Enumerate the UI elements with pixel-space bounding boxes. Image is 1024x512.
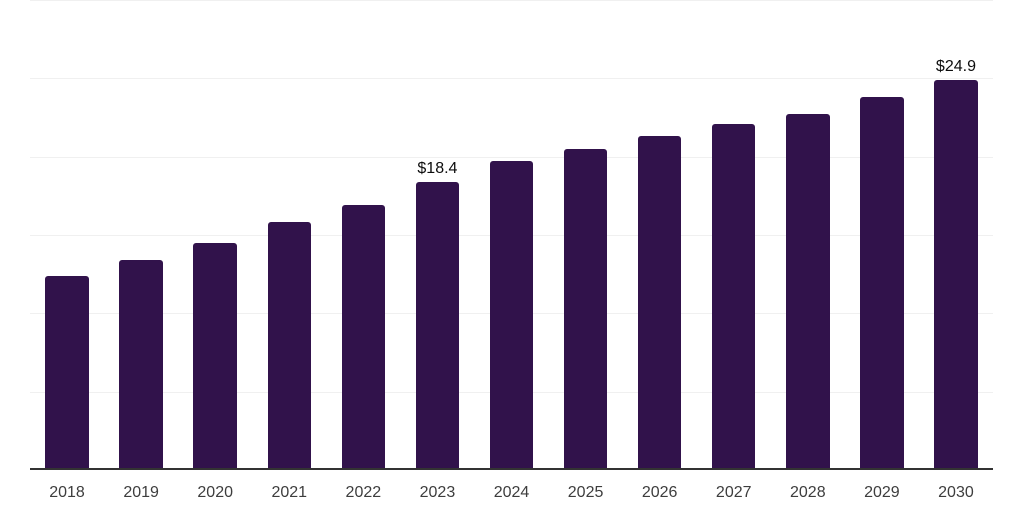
gridline-20: [30, 156, 993, 158]
x-tick-2027: 2027: [715, 484, 752, 501]
bar-2026: [637, 136, 682, 470]
x-tick-2028: 2028: [790, 484, 826, 501]
bar-2027: [711, 123, 756, 470]
bar-2019: [119, 260, 163, 470]
x-tick-2025: 2025: [567, 484, 604, 501]
x-tick-2018: 2018: [49, 484, 85, 501]
bar-2021: [267, 222, 312, 470]
bar-2020: [193, 242, 237, 470]
bar-2029: [860, 97, 904, 470]
x-tick-2023: 2023: [419, 484, 456, 501]
plot-area: $18.4 $24.9: [30, 0, 993, 470]
x-tick-2022: 2022: [345, 484, 382, 501]
bar-2025: [563, 148, 608, 470]
x-tick-2019: 2019: [123, 484, 159, 501]
bar-2023: [415, 181, 460, 470]
bar-2030: [934, 79, 978, 470]
x-tick-2030: 2030: [938, 484, 974, 501]
x-tick-2026: 2026: [641, 484, 678, 501]
x-axis: 2018 2019 2020 2021 2022 2023 2024 2025 2026 2027…: [30, 483, 993, 507]
bar-2028: [786, 114, 830, 470]
x-tick-2021: 2021: [271, 484, 308, 501]
bar-2022: [341, 205, 386, 470]
gridline-30: [30, 0, 993, 1]
x-tick-2020: 2020: [197, 484, 233, 501]
gridline-25: [30, 78, 993, 80]
x-tick-2024: 2024: [493, 484, 530, 501]
bar-2024: [489, 161, 534, 470]
x-tick-2029: 2029: [864, 484, 900, 501]
bar-value-label-2030: $24.9: [935, 57, 976, 75]
bar-value-label-2023: $18.4: [417, 159, 458, 177]
x-axis-line: [30, 468, 993, 470]
bar-2018: [45, 275, 89, 470]
